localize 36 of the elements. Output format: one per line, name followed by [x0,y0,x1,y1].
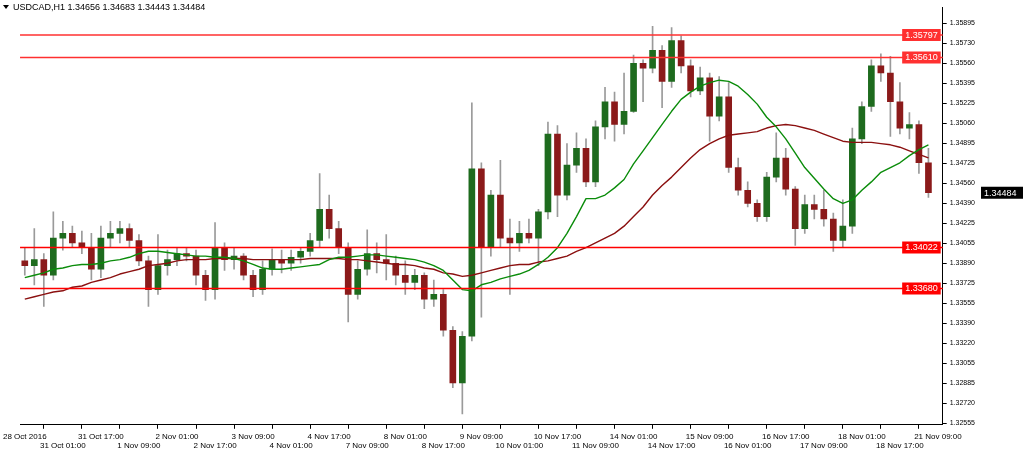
x-tick-label: 15 Nov 09:00 [685,431,734,441]
x-tick-label: 18 Nov 17:00 [876,441,925,451]
x-tick-label: 7 Nov 09:00 [345,441,390,451]
x-tick-label: 17 Nov 09:00 [800,441,849,451]
x-tick-label: 18 Nov 01:00 [838,431,887,441]
x-tick-label: 8 Nov 17:00 [421,441,466,451]
candlestick [430,279,438,307]
ref-line-label: 1.35797 [905,30,938,41]
x-tick-label: 11 Nov 09:00 [572,441,620,451]
x-tick-label: 9 Nov 09:00 [459,431,504,441]
x-tick-label: 3 Nov 09:00 [231,431,276,441]
ref-line-label: 1.35610 [905,52,938,63]
chart-title: USDCAD,H1 1.34656 1.34683 1.34443 1.34484 [13,2,206,12]
x-tick-label: 31 Oct 17:00 [77,431,125,441]
x-tick-label: 16 Nov 17:00 [761,431,811,441]
x-tick-label: 2 Nov 01:00 [155,431,200,441]
candlestick [30,228,38,286]
x-tick-label: 10 Nov 17:00 [533,431,582,441]
x-tick-label: 8 Nov 01:00 [383,431,428,441]
text: 1.34484 [984,187,1017,198]
x-tick-label: 14 Nov 17:00 [647,441,696,451]
x-tick-label: 16 Nov 01:00 [723,441,773,451]
x-tick-label: 10 Nov 01:00 [495,441,544,451]
x-tick-label: 1 Nov 09:00 [117,441,162,451]
x-tick-label: 21 Nov 09:00 [914,431,963,441]
candlestick [620,72,628,135]
x-tick-label: 28 Oct 2016 [3,431,48,441]
x-tick-label: 14 Nov 01:00 [609,431,658,441]
ref-line-label: 1.34022 [905,242,938,253]
candlestick [21,247,29,276]
x-tick-label: 4 Nov 17:00 [307,431,352,441]
x-tick-label: 31 Oct 01:00 [39,441,87,451]
x-tick-label: 2 Nov 17:00 [193,441,238,451]
ref-line-label: 1.33680 [905,283,938,294]
candlestick [639,59,647,103]
x-tick-label: 4 Nov 01:00 [269,441,314,451]
